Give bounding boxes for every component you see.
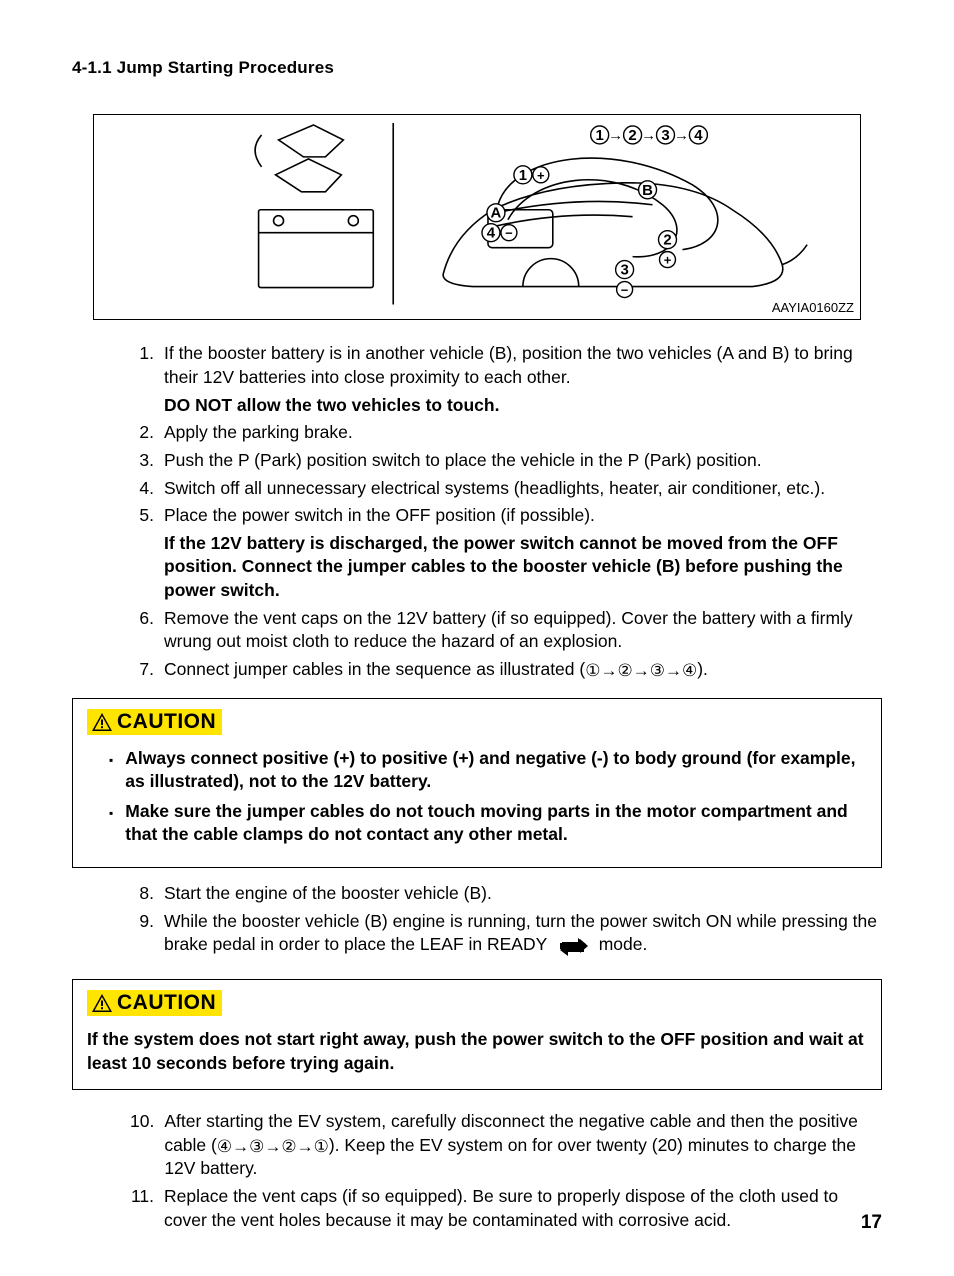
caution-bullet-text: Always connect positive (+) to positive …	[125, 747, 867, 794]
svg-text:1: 1	[596, 127, 604, 144]
step-number: 8.	[130, 882, 164, 906]
step-text: After starting the EV system, carefully …	[164, 1110, 882, 1181]
caution-text: If the system does not start right away,…	[87, 1028, 867, 1075]
caution-bullet-list: Always connect positive (+) to positive …	[109, 747, 867, 848]
step-number: 4.	[130, 477, 164, 501]
step-number: 3.	[130, 449, 164, 473]
svg-text:B: B	[642, 182, 653, 199]
step-text: Remove the vent caps on the 12V battery …	[164, 607, 882, 654]
svg-text:→: →	[641, 127, 656, 144]
caution-bullet: Always connect positive (+) to positive …	[109, 747, 867, 794]
warning-icon	[91, 993, 113, 1013]
caution-box-1: CAUTION Always connect positive (+) to p…	[72, 698, 882, 869]
step-number: 1.	[130, 342, 164, 366]
step-10: 10. After starting the EV system, carefu…	[130, 1110, 882, 1181]
step-7: 7. Connect jumper cables in the sequence…	[130, 658, 882, 682]
step-text: While the booster vehicle (B) engine is …	[164, 910, 882, 963]
svg-text:−: −	[621, 283, 629, 298]
caution-word: CAUTION	[117, 991, 216, 1015]
step-text: Connect jumper cables in the sequence as…	[164, 658, 882, 682]
diagram-svg: 1 + A 4 − B 2 + 3 − 1 → 2 → 3 → 4	[94, 115, 860, 319]
svg-text:+: +	[664, 253, 672, 268]
steps-list-c2: 7. Connect jumper cables in the sequence…	[130, 658, 882, 682]
svg-text:4: 4	[694, 127, 703, 144]
ready-mode-icon	[556, 936, 590, 963]
procedure-step: 2.Apply the parking brake.	[130, 421, 882, 445]
steps-list-e0: 10. After starting the EV system, carefu…	[130, 1110, 882, 1181]
warning-discharged-battery: If the 12V battery is discharged, the po…	[164, 532, 882, 603]
caution-label: CAUTION	[87, 990, 222, 1016]
step-number: 2.	[130, 421, 164, 445]
steps-list-c: 6.Remove the vent caps on the 12V batter…	[130, 607, 882, 654]
step-number: 9.	[130, 910, 164, 934]
svg-text:4: 4	[487, 225, 496, 242]
caution-word: CAUTION	[117, 710, 216, 734]
svg-text:3: 3	[620, 262, 628, 279]
step-text: Push the P (Park) position switch to pla…	[164, 449, 882, 473]
steps-list-d: 8.Start the engine of the booster vehicl…	[130, 882, 882, 906]
procedure-step: 6.Remove the vent caps on the 12V batter…	[130, 607, 882, 654]
step-text: If the booster battery is in another veh…	[164, 342, 882, 389]
caution-box-2: CAUTION If the system does not start rig…	[72, 979, 882, 1090]
procedure-step: 11.Replace the vent caps (if so equipped…	[130, 1185, 882, 1232]
svg-text:−: −	[505, 226, 513, 241]
manual-page: 4-1.1 Jump Starting Procedures	[0, 0, 954, 1276]
svg-text:2: 2	[628, 127, 636, 144]
procedure-step: 4.Switch off all unnecessary electrical …	[130, 477, 882, 501]
steps-list-e: 11.Replace the vent caps (if so equipped…	[130, 1185, 882, 1232]
step-text: Start the engine of the booster vehicle …	[164, 882, 882, 906]
page-number: 17	[861, 1212, 882, 1234]
steps-list-d2: 9. While the booster vehicle (B) engine …	[130, 910, 882, 963]
step-text: Switch off all unnecessary electrical sy…	[164, 477, 882, 501]
procedure-step: 5.Place the power switch in the OFF posi…	[130, 504, 882, 528]
svg-text:1: 1	[519, 167, 527, 184]
step-text: Replace the vent caps (if so equipped). …	[164, 1185, 882, 1232]
svg-text:3: 3	[661, 127, 669, 144]
step-number: 10.	[130, 1110, 164, 1134]
figure-reference: AAYIA0160ZZ	[772, 300, 854, 315]
warning-do-not-touch: DO NOT allow the two vehicles to touch.	[164, 394, 882, 418]
section-heading: 4-1.1 Jump Starting Procedures	[72, 58, 882, 78]
svg-text:+: +	[537, 168, 545, 183]
steps-list-b: 2.Apply the parking brake.3.Push the P (…	[130, 421, 882, 528]
svg-text:→: →	[608, 127, 623, 144]
step-number: 5.	[130, 504, 164, 528]
steps-list-a: 1.If the booster battery is in another v…	[130, 342, 882, 389]
step-text: Place the power switch in the OFF positi…	[164, 504, 882, 528]
step-number: 11.	[130, 1185, 164, 1209]
step-9: 9. While the booster vehicle (B) engine …	[130, 910, 882, 963]
caution-bullet: Make sure the jumper cables do not touch…	[109, 800, 867, 847]
procedure-step: 3.Push the P (Park) position switch to p…	[130, 449, 882, 473]
step-number: 6.	[130, 607, 164, 631]
jump-start-diagram: 1 + A 4 − B 2 + 3 − 1 → 2 → 3 → 4 A	[93, 114, 861, 320]
warning-icon	[91, 712, 113, 732]
svg-text:2: 2	[663, 232, 671, 249]
step-number: 7.	[130, 658, 164, 682]
svg-text:A: A	[491, 205, 502, 222]
caution-label: CAUTION	[87, 709, 222, 735]
step-text: Apply the parking brake.	[164, 421, 882, 445]
procedure-step: 8.Start the engine of the booster vehicl…	[130, 882, 882, 906]
caution-bullet-text: Make sure the jumper cables do not touch…	[125, 800, 867, 847]
procedure-step: 1.If the booster battery is in another v…	[130, 342, 882, 389]
svg-text:→: →	[674, 127, 689, 144]
